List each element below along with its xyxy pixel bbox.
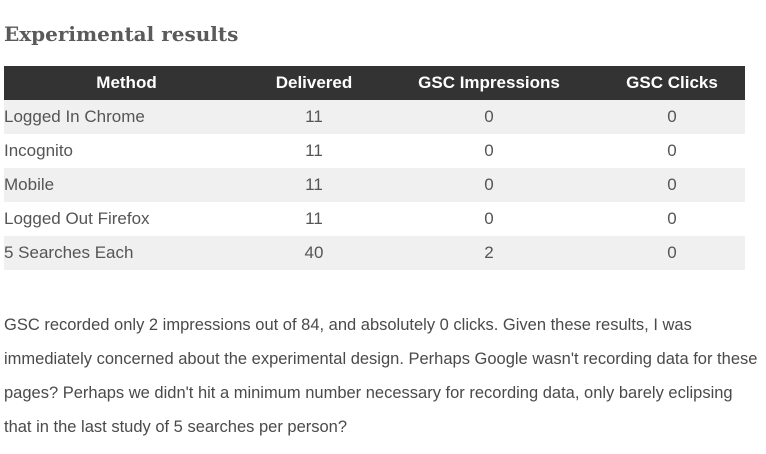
- delivered-cell: 11: [249, 100, 379, 134]
- impressions-cell: 0: [379, 168, 599, 202]
- method-cell: Logged Out Firefox: [4, 202, 249, 236]
- table-row: Incognito 11 0 0: [4, 134, 745, 168]
- results-table: Method Delivered GSC Impressions GSC Cli…: [4, 66, 745, 270]
- table-row: Mobile 11 0 0: [4, 168, 745, 202]
- table-row: 5 Searches Each 40 2 0: [4, 236, 745, 270]
- header-method: Method: [4, 66, 249, 100]
- impressions-cell: 0: [379, 202, 599, 236]
- method-cell: Mobile: [4, 168, 249, 202]
- impressions-cell: 0: [379, 100, 599, 134]
- table-row: Logged In Chrome 11 0 0: [4, 100, 745, 134]
- method-cell: Logged In Chrome: [4, 100, 249, 134]
- clicks-cell: 0: [599, 202, 745, 236]
- section-heading: Experimental results: [4, 22, 239, 46]
- clicks-cell: 0: [599, 100, 745, 134]
- impressions-cell: 2: [379, 236, 599, 270]
- impressions-cell: 0: [379, 134, 599, 168]
- header-gsc-clicks: GSC Clicks: [599, 66, 745, 100]
- delivered-cell: 11: [249, 202, 379, 236]
- table-header-row: Method Delivered GSC Impressions GSC Cli…: [4, 66, 745, 100]
- method-cell: 5 Searches Each: [4, 236, 249, 270]
- method-cell: Incognito: [4, 134, 249, 168]
- clicks-cell: 0: [599, 168, 745, 202]
- delivered-cell: 11: [249, 134, 379, 168]
- header-delivered: Delivered: [249, 66, 379, 100]
- delivered-cell: 40: [249, 236, 379, 270]
- table-row: Logged Out Firefox 11 0 0: [4, 202, 745, 236]
- header-gsc-impressions: GSC Impressions: [379, 66, 599, 100]
- clicks-cell: 0: [599, 236, 745, 270]
- body-paragraph: GSC recorded only 2 impressions out of 8…: [4, 316, 758, 436]
- clicks-cell: 0: [599, 134, 745, 168]
- delivered-cell: 11: [249, 168, 379, 202]
